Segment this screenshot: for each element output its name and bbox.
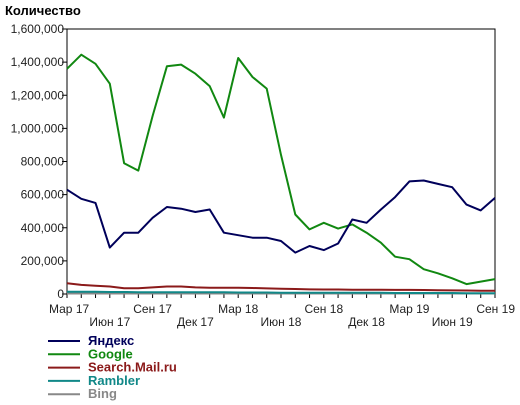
plot-area — [66, 28, 496, 295]
x-tick-label: Дек 17 — [177, 315, 214, 329]
y-tick-label: 0 — [57, 287, 64, 301]
legend-label: Rambler — [88, 373, 140, 388]
y-axis-title: Количество — [5, 3, 81, 18]
legend-label: Google — [88, 346, 133, 361]
x-tick-label: Июн 18 — [261, 315, 302, 329]
x-tick-label: Дек 18 — [348, 315, 385, 329]
y-tick-label: 800,000 — [21, 155, 65, 169]
x-tick-label: Июн 19 — [432, 315, 473, 329]
x-tick-label: Мар 18 — [218, 302, 258, 316]
legend-label: Bing — [88, 386, 117, 401]
y-tick-label: 1,600,000 — [11, 22, 65, 36]
y-tick-label: 1,200,000 — [11, 88, 65, 102]
plot-border — [66, 28, 496, 295]
y-tick-label: 600,000 — [21, 188, 65, 202]
series-line-3 — [66, 290, 495, 295]
series-lines — [66, 53, 496, 295]
y-tick-label: 1,000,000 — [11, 121, 65, 135]
legend-label: Search.Mail.ru — [88, 360, 177, 375]
series-line-0 — [66, 179, 496, 254]
y-axis: 0 200,000 400,000 600,000 800,000 1,000,000 1,… — [11, 22, 67, 301]
x-tick-label: Сен 18 — [304, 302, 343, 316]
series-line-1 — [66, 53, 496, 286]
y-tick-label: 1,400,000 — [11, 55, 65, 69]
x-tick-label: Сен 19 — [476, 302, 515, 316]
x-tick-label: Июн 17 — [89, 315, 130, 329]
x-tick-label: Мар 17 — [49, 302, 89, 316]
y-tick-label: 200,000 — [21, 254, 65, 268]
x-tick-label: Сен 17 — [133, 302, 172, 316]
y-tick-label: 400,000 — [21, 221, 65, 235]
series-line-2 — [66, 282, 495, 292]
legend-label: Яндекс — [88, 333, 134, 348]
x-tick-label: Мар 19 — [389, 302, 429, 316]
